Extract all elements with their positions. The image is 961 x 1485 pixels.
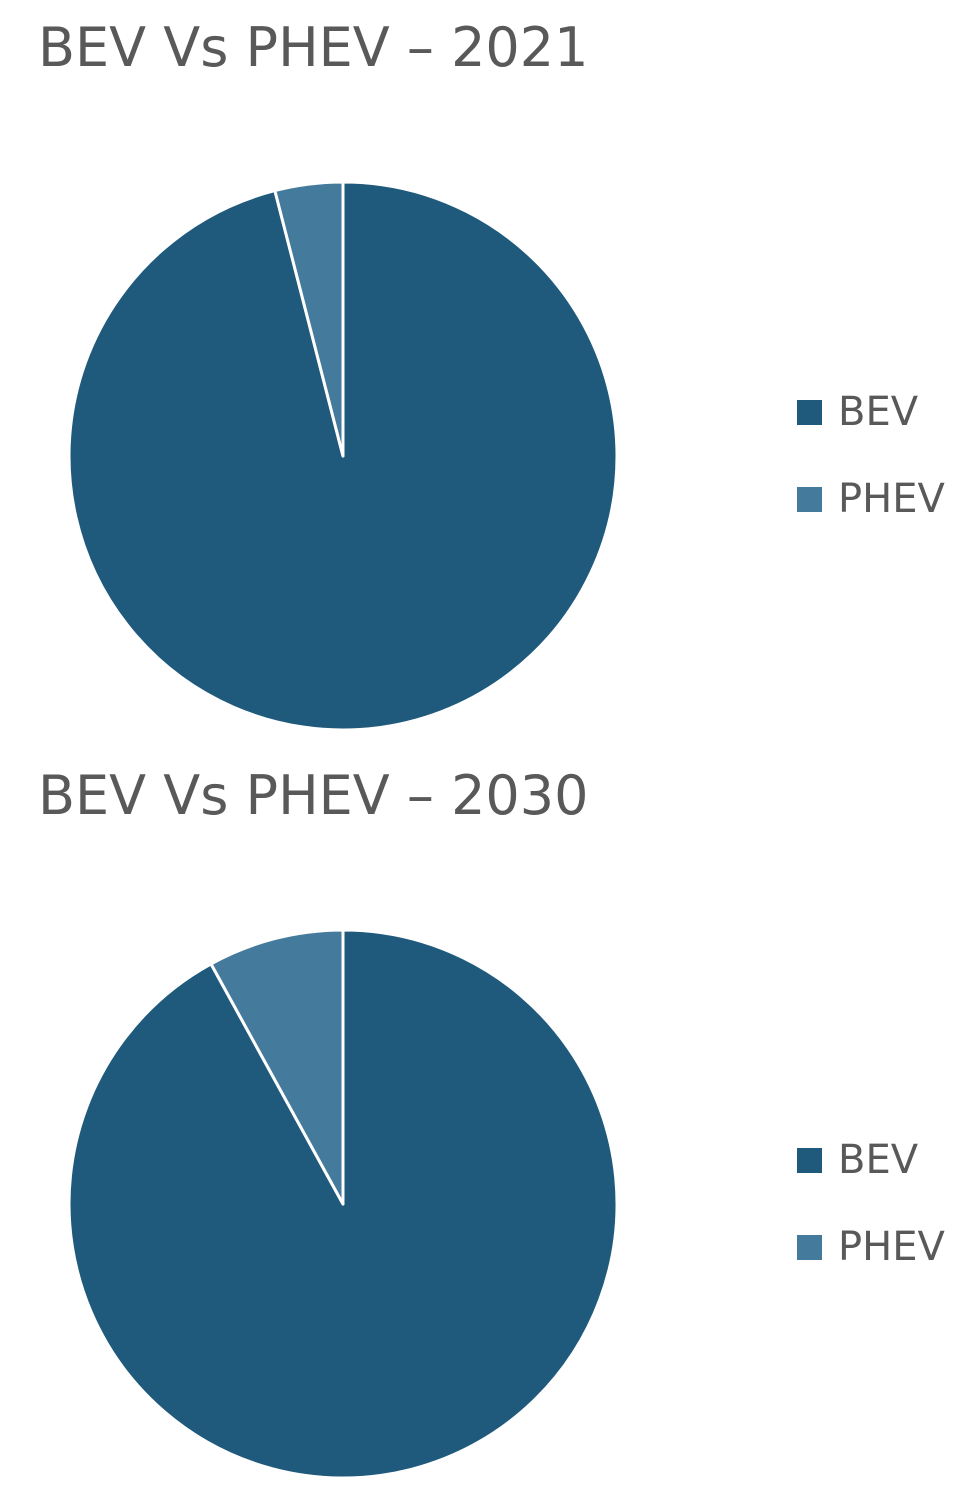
legend-label: PHEV [838, 1224, 945, 1270]
legend-label: BEV [838, 1137, 919, 1183]
legend-label: BEV [838, 389, 919, 435]
legend-swatch [797, 487, 822, 512]
chart-title: BEV Vs PHEV – 2021 [38, 16, 589, 79]
pie-slice [273, 180, 345, 458]
pie-slice [209, 928, 345, 1206]
pie-slice [67, 180, 619, 732]
legend-swatch [797, 1148, 822, 1173]
legend-swatch [797, 400, 822, 425]
legend-swatch [797, 1235, 822, 1260]
legend-label: PHEV [838, 476, 945, 522]
pie-slice [67, 928, 619, 1480]
chart-title: BEV Vs PHEV – 2030 [38, 764, 589, 827]
